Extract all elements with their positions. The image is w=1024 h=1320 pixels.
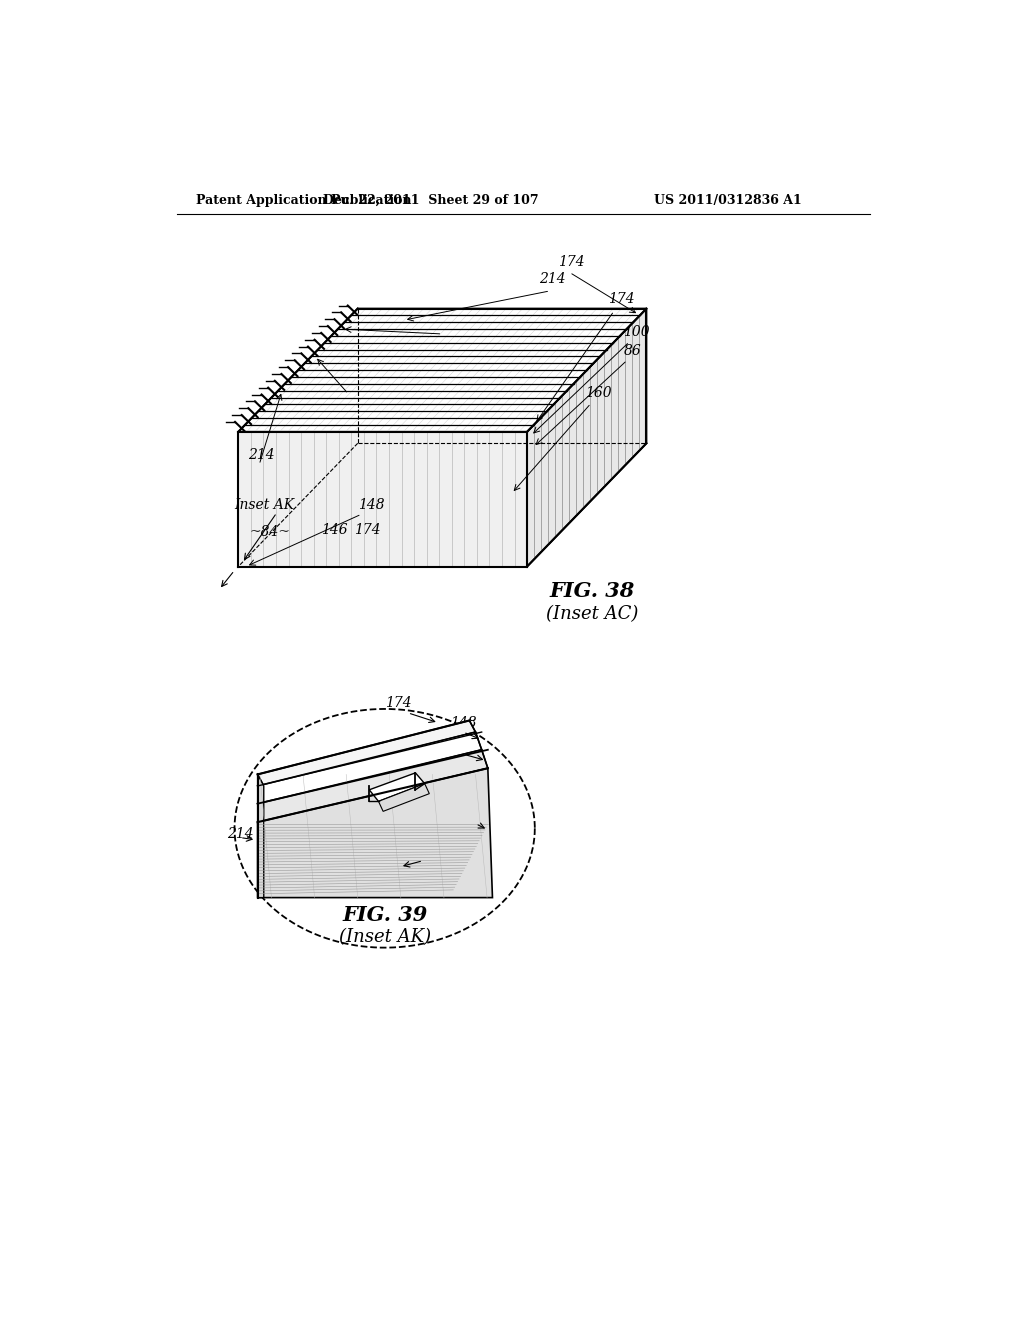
Polygon shape [258,768,493,898]
Text: 174: 174 [354,523,381,537]
Text: 174: 174 [385,696,412,710]
Text: 214: 214 [431,317,458,331]
Text: 174: 174 [558,255,585,269]
Text: 146: 146 [463,808,489,822]
Polygon shape [258,775,264,898]
Text: 214: 214 [248,447,274,462]
Text: 146: 146 [322,523,348,537]
Text: FIG. 38: FIG. 38 [550,581,635,602]
Text: 174: 174 [608,292,635,306]
Text: ~84~: ~84~ [250,525,291,539]
Text: FIG. 39: FIG. 39 [342,904,427,925]
Polygon shape [379,784,429,812]
Polygon shape [258,721,475,785]
Polygon shape [258,750,487,822]
Polygon shape [239,432,527,566]
Text: 148: 148 [451,715,477,730]
Text: US 2011/0312836 A1: US 2011/0312836 A1 [654,194,802,207]
Text: 160: 160 [585,387,611,400]
Text: 86: 86 [458,739,475,752]
Text: 100: 100 [624,325,650,338]
Text: Patent Application Publication: Patent Application Publication [196,194,412,207]
Text: 214: 214 [226,826,253,841]
Text: 100: 100 [419,846,445,861]
Text: (Inset AK): (Inset AK) [339,928,431,946]
Text: 148: 148 [357,498,384,512]
Text: 214: 214 [337,378,364,391]
Polygon shape [258,733,481,804]
Text: Inset AK: Inset AK [234,498,295,512]
Text: (Inset AC): (Inset AC) [547,605,639,623]
Text: Dec. 22, 2011  Sheet 29 of 107: Dec. 22, 2011 Sheet 29 of 107 [323,194,539,207]
Polygon shape [527,309,646,566]
Polygon shape [370,774,425,801]
Text: 214: 214 [539,272,565,286]
Polygon shape [239,309,646,432]
Text: 86: 86 [624,343,641,358]
